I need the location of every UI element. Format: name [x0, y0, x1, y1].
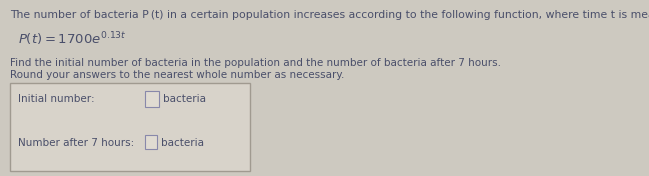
Text: bacteria: bacteria — [163, 94, 206, 104]
Bar — [145, 91, 159, 107]
Bar — [10, 83, 250, 171]
Text: Number after 7 hours:: Number after 7 hours: — [18, 138, 134, 148]
Text: Initial number:: Initial number: — [18, 94, 95, 104]
Bar — [145, 135, 157, 149]
Text: Round your answers to the nearest whole number as necessary.: Round your answers to the nearest whole … — [10, 70, 345, 80]
Text: bacteria: bacteria — [161, 138, 204, 148]
Text: The number of bacteria P (t) in a certain population increases according to the : The number of bacteria P (t) in a certai… — [10, 10, 649, 20]
Text: Find the initial number of bacteria in the population and the number of bacteria: Find the initial number of bacteria in t… — [10, 58, 501, 68]
Text: $P(t) = 1700e^{0.13t}$: $P(t) = 1700e^{0.13t}$ — [18, 30, 127, 48]
